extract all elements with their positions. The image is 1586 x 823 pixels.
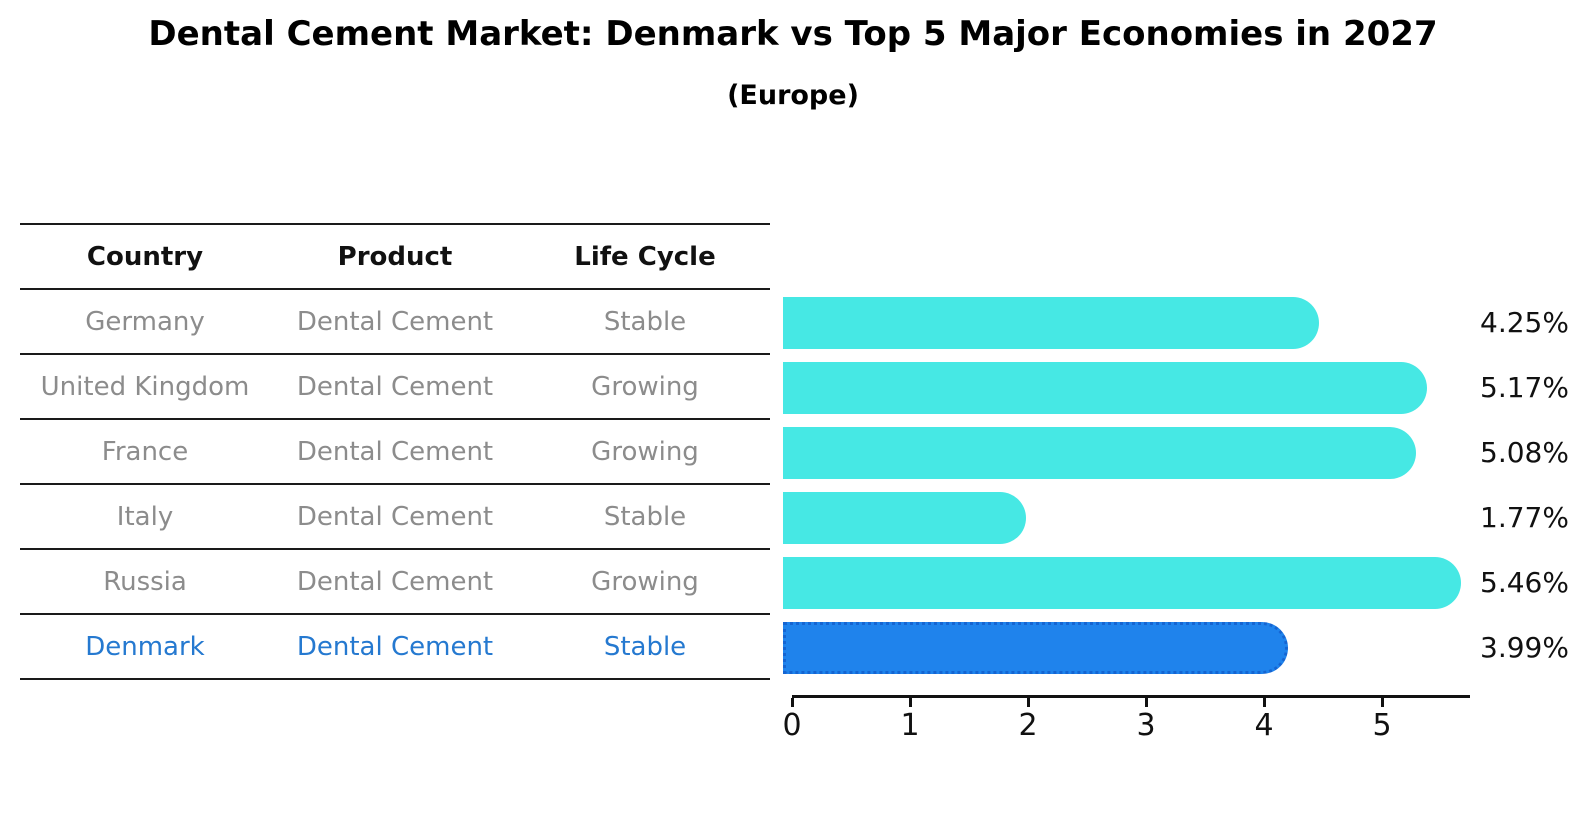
column-header-lifecycle: Life Cycle xyxy=(574,241,716,272)
bar-denmark xyxy=(783,622,1288,674)
table-body: Germany Dental Cement Stable United Kingdom… xyxy=(20,290,770,680)
value-label-united-kingdom: 5.17% xyxy=(1480,371,1569,404)
bar-united-kingdom xyxy=(783,362,1428,414)
value-label-russia: 5.46% xyxy=(1480,566,1569,599)
table-row-united-kingdom: United Kingdom Dental Cement Growing xyxy=(20,355,770,420)
product-cell: Dental Cement xyxy=(296,306,494,337)
x-tick-label-0: 0 xyxy=(782,708,802,743)
x-axis-line xyxy=(792,695,1470,698)
x-tick-label-3: 3 xyxy=(1136,708,1156,743)
x-tick-label-5: 5 xyxy=(1372,708,1392,743)
x-tick-label-2: 2 xyxy=(1018,708,1038,743)
table-row-germany: Germany Dental Cement Stable xyxy=(20,290,770,355)
country-cell: United Kingdom xyxy=(40,371,250,402)
chart-subtitle: (Europe) xyxy=(727,80,859,111)
product-cell: Dental Cement xyxy=(296,371,494,402)
product-cell: Dental Cement xyxy=(296,631,494,662)
product-cell: Dental Cement xyxy=(296,566,494,597)
x-tick-2 xyxy=(1026,698,1030,707)
lifecycle-cell: Growing xyxy=(591,436,699,467)
table-row-france: France Dental Cement Growing xyxy=(20,420,770,485)
country-table: Country Product Life Cycle Germany Dental… xyxy=(20,223,770,680)
bar-italy xyxy=(783,492,1026,544)
value-label-italy: 1.77% xyxy=(1480,501,1569,534)
lifecycle-cell: Growing xyxy=(591,371,699,402)
value-label-germany: 4.25% xyxy=(1480,306,1569,339)
lifecycle-cell: Stable xyxy=(603,306,687,337)
bar-germany xyxy=(783,297,1319,349)
country-cell: Germany xyxy=(85,306,205,337)
product-cell: Dental Cement xyxy=(296,436,494,467)
lifecycle-cell: Stable xyxy=(603,631,687,662)
country-cell: Russia xyxy=(103,566,187,597)
value-label-denmark: 3.99% xyxy=(1480,631,1569,664)
chart-title: Dental Cement Market: Denmark vs Top 5 M… xyxy=(148,14,1438,54)
value-label-france: 5.08% xyxy=(1480,436,1569,469)
product-cell: Dental Cement xyxy=(296,501,494,532)
x-tick-label-1: 1 xyxy=(900,708,920,743)
country-cell: Italy xyxy=(116,501,174,532)
column-header-product: Product xyxy=(337,241,453,272)
table-header-row: Country Product Life Cycle xyxy=(20,223,770,290)
table-row-russia: Russia Dental Cement Growing xyxy=(20,550,770,615)
table-row-denmark: Denmark Dental Cement Stable xyxy=(20,615,770,680)
bar-plot-area xyxy=(783,290,1486,680)
column-header-country: Country xyxy=(86,241,204,272)
x-tick-label-4: 4 xyxy=(1254,708,1274,743)
x-tick-4 xyxy=(1262,698,1266,707)
x-tick-3 xyxy=(1144,698,1148,707)
country-cell: France xyxy=(101,436,189,467)
bar-france xyxy=(783,427,1417,479)
country-cell: Denmark xyxy=(85,631,205,662)
lifecycle-cell: Growing xyxy=(591,566,699,597)
lifecycle-cell: Stable xyxy=(603,501,687,532)
table-row-italy: Italy Dental Cement Stable xyxy=(20,485,770,550)
x-tick-5 xyxy=(1380,698,1384,707)
bar-russia xyxy=(783,557,1462,609)
x-tick-1 xyxy=(908,698,912,707)
x-tick-0 xyxy=(790,698,794,707)
